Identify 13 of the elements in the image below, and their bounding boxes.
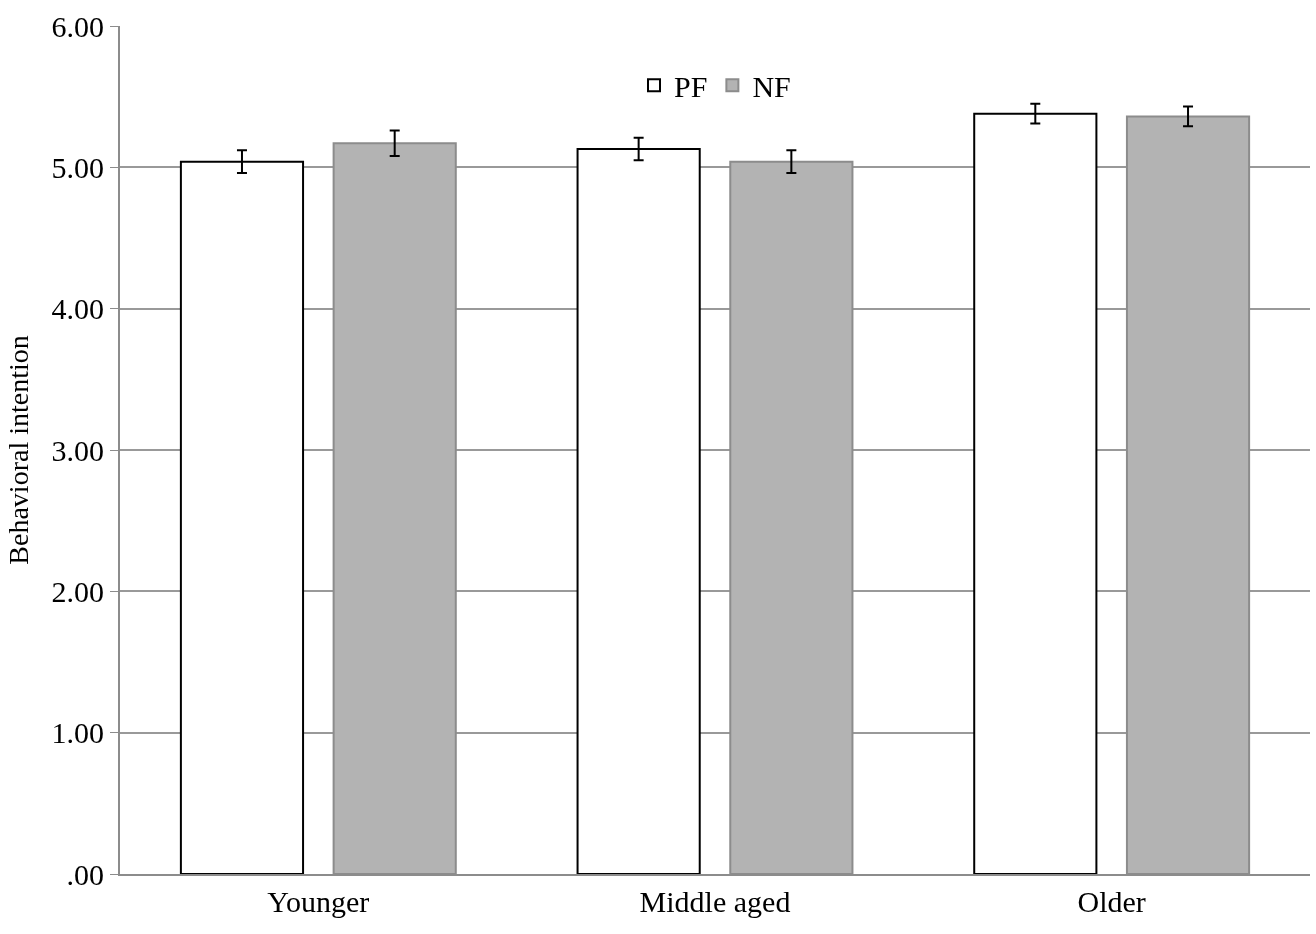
x-tick-label: Middle aged <box>639 885 791 918</box>
y-axis-title: Behavioral intention <box>2 335 34 565</box>
y-tick-label: 2.00 <box>51 574 104 608</box>
legend-label: NF <box>752 70 791 104</box>
y-tick-label: .00 <box>66 857 104 891</box>
y-tick-label: 3.00 <box>51 433 104 467</box>
y-tick-label: 5.00 <box>51 150 104 184</box>
y-tick-label: 6.00 <box>51 9 104 43</box>
legend-label: PF <box>674 70 708 104</box>
y-tick-label: 4.00 <box>51 292 104 326</box>
x-tick-label: Older <box>1077 885 1146 918</box>
x-tick-label: Younger <box>267 885 370 918</box>
y-tick-label: 1.00 <box>51 716 104 750</box>
